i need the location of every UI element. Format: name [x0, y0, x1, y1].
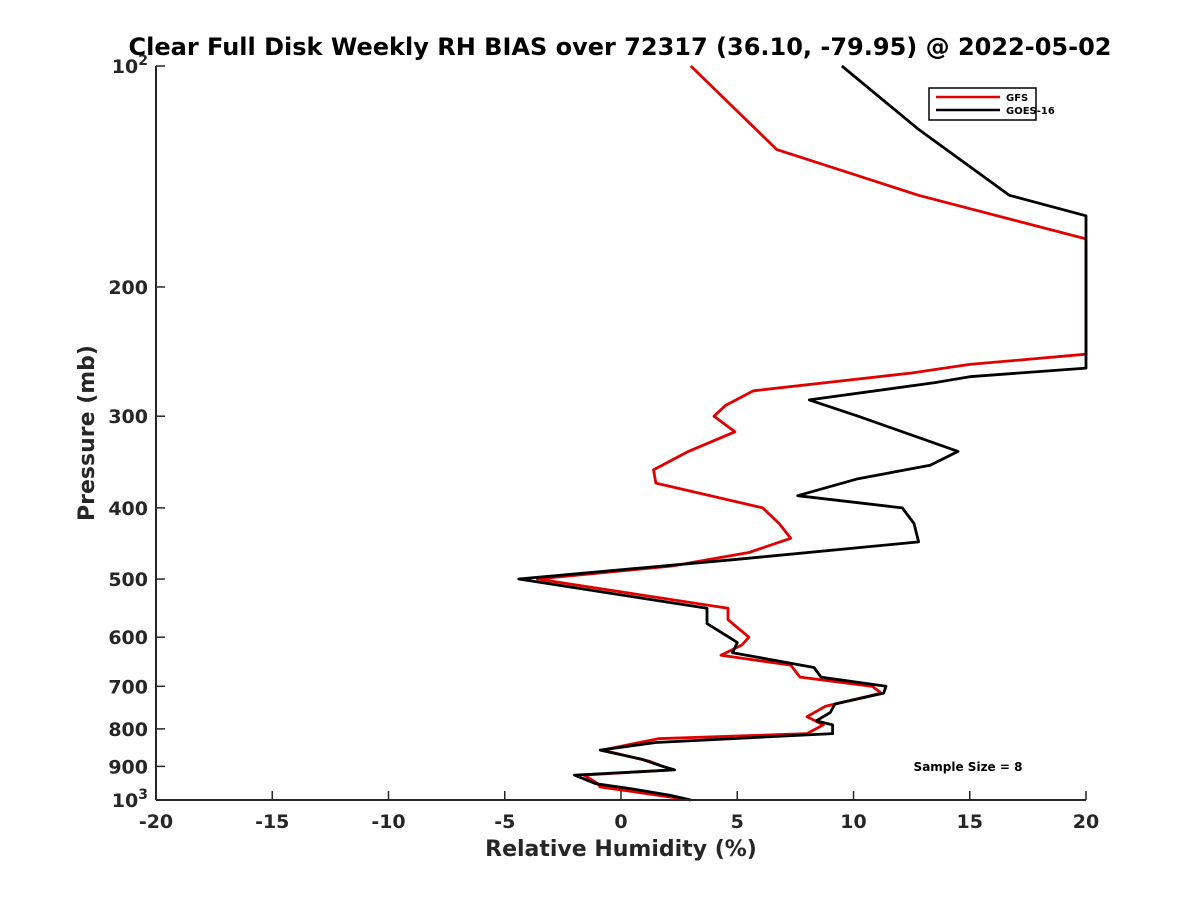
x-tick-label: 15: [957, 811, 983, 833]
x-tick-label: 20: [1073, 811, 1099, 833]
x-ticks: -20 -15 -10 -5 0 5 10 15 20: [139, 791, 1099, 833]
x-tick-label: 5: [731, 811, 744, 833]
x-tick-label: -10: [371, 811, 405, 833]
y-tick-label: 102: [112, 53, 148, 78]
plot-area: [156, 66, 1086, 800]
y-tick-label: 700: [108, 676, 148, 698]
y-tick-label: 800: [108, 719, 148, 741]
series-line-goes16: [517, 64, 1088, 802]
y-tick-label: 300: [108, 406, 148, 428]
y-ticks: 102 200 300 400 500 600 700 800 900 103: [108, 53, 165, 812]
legend-box: [928, 87, 1037, 121]
y-tick-label: 900: [108, 756, 148, 778]
x-axis-label: Relative Humidity (%): [485, 837, 757, 862]
y-axis-label: Pressure (mb): [75, 345, 100, 521]
y-tick-label: 600: [108, 627, 148, 649]
y-tick-label: 500: [108, 569, 148, 591]
x-tick-label: 0: [614, 811, 627, 833]
y-tick-label: 400: [108, 498, 148, 520]
y-tick-label: 103: [112, 787, 148, 812]
x-tick-label: -15: [255, 811, 289, 833]
legend: GFS GOES-16: [928, 87, 1055, 121]
legend-label-gfs: GFS: [1006, 93, 1028, 104]
legend-label-goes16: GOES-16: [1006, 106, 1055, 117]
x-tick-label: -5: [494, 811, 515, 833]
chart-title: Clear Full Disk Weekly RH BIAS over 7231…: [129, 33, 1112, 61]
y-tick-label: 200: [108, 277, 148, 299]
sample-size-annotation: Sample Size = 8: [914, 760, 1023, 774]
series-layer: [517, 64, 1088, 802]
x-tick-label: -20: [139, 811, 173, 833]
x-tick-label: 10: [840, 811, 866, 833]
